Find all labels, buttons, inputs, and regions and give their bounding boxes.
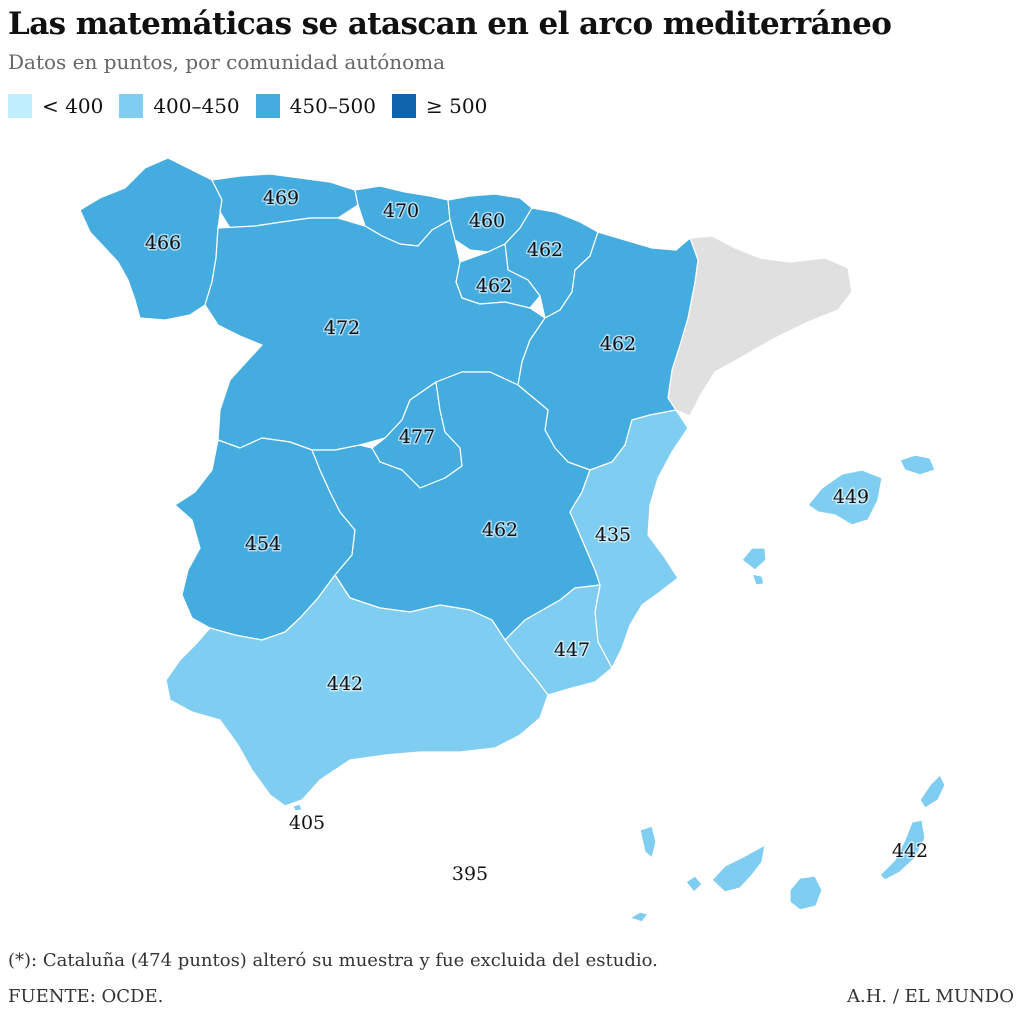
region-ceuta — [292, 803, 303, 812]
chart-subtitle: Datos en puntos, por comunidad autónoma — [8, 50, 446, 74]
region-baleares-ibiza — [741, 547, 767, 571]
score-label-valencia: 435 — [595, 524, 631, 546]
score-label-aragon: 462 — [600, 333, 636, 355]
score-label-murcia: 447 — [554, 639, 590, 661]
source-note: FUENTE: OCDE. — [8, 986, 164, 1007]
legend-swatch — [119, 94, 144, 118]
score-label-andalucia: 442 — [327, 673, 363, 695]
region-canarias-fuerteventura — [879, 819, 926, 881]
region-baleares-menorca — [899, 454, 936, 476]
region-canarias-la-palma — [639, 825, 657, 859]
region-baleares-formentera — [751, 573, 765, 586]
legend-swatch — [8, 94, 32, 118]
score-label-baleares: 449 — [833, 486, 869, 508]
score-label-ceuta: 405 — [289, 812, 325, 834]
legend-label: 450–500 — [289, 94, 377, 118]
credit-note: A.H. / EL MUNDO — [846, 986, 1014, 1007]
score-label-canarias: 442 — [892, 840, 928, 862]
score-label-castilla-la-mancha: 462 — [482, 519, 518, 541]
spain-map: 466 469 470 460 462 462 472 462 477 454 … — [79, 157, 946, 923]
score-label-navarra: 462 — [527, 239, 563, 261]
score-label-melilla: 395 — [452, 863, 488, 885]
legend-label: < 400 — [42, 94, 104, 118]
region-andalucia — [165, 574, 549, 807]
chart-title: Las matemáticas se atascan en el arco me… — [8, 6, 892, 42]
score-label-cantabria: 470 — [383, 200, 419, 222]
region-baleares — [807, 469, 883, 526]
score-label-galicia: 466 — [145, 232, 181, 254]
region-valencia — [569, 409, 689, 669]
legend-label: ≥ 500 — [426, 94, 488, 118]
score-label-castilla-y-leon: 472 — [324, 317, 360, 339]
region-canarias-lanzarote — [919, 774, 946, 809]
score-label-madrid: 477 — [399, 426, 435, 448]
region-canarias-gran-canaria — [789, 875, 823, 911]
region-canarias-el-hierro — [629, 911, 649, 923]
score-label-pais-vasco: 460 — [469, 210, 505, 232]
legend-swatch — [392, 94, 417, 118]
footnote: (*): Cataluña (474 puntos) alteró su mue… — [8, 950, 658, 971]
region-canarias-la-gomera — [685, 875, 703, 893]
score-label-asturias: 469 — [263, 187, 299, 209]
legend-item-400-450: 400–450 — [119, 94, 240, 118]
legend-item-under-400: < 400 — [8, 94, 103, 118]
region-canarias-tenerife — [711, 844, 766, 893]
region-murcia — [504, 584, 613, 696]
legend-item-over-500: ≥ 500 — [392, 94, 487, 118]
legend-item-450-500: 450–500 — [255, 94, 377, 118]
legend: < 400 400–450 450–500 ≥ 500 — [8, 94, 503, 118]
score-label-extremadura: 454 — [245, 533, 281, 555]
legend-label: 400–450 — [153, 94, 240, 118]
legend-swatch — [255, 94, 280, 118]
score-label-la-rioja: 462 — [476, 275, 512, 297]
